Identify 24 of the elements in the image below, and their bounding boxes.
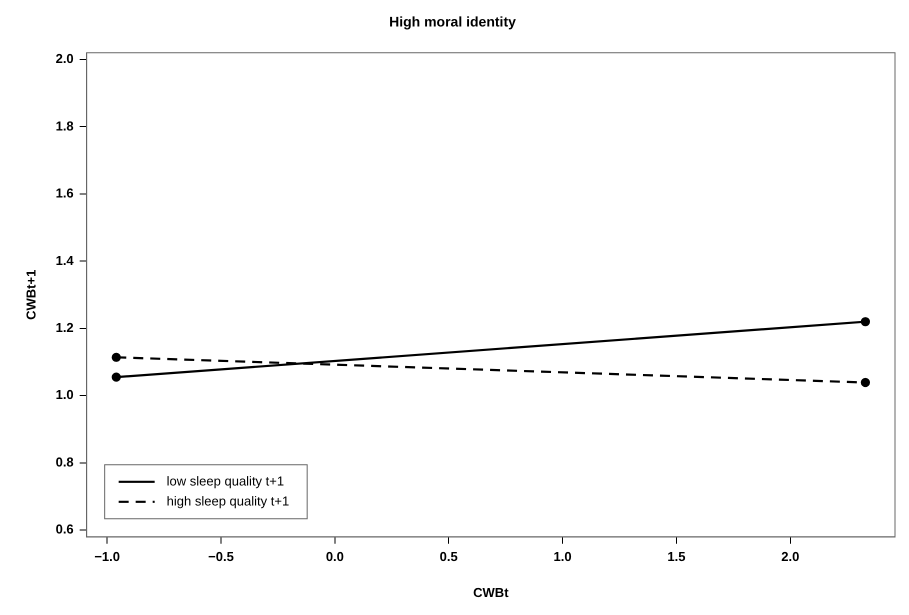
- x-tick-label: 0.0: [326, 549, 344, 564]
- chart-title: High moral identity: [389, 13, 516, 30]
- point: [860, 378, 870, 388]
- point: [112, 372, 121, 382]
- point: [112, 352, 121, 362]
- x-tick-label: −0.5: [208, 549, 234, 564]
- x-axis-title: CWBt: [473, 584, 510, 600]
- legend-label: high sleep quality t+1: [166, 493, 290, 508]
- y-axis-title: CWBt+1: [23, 270, 38, 320]
- y-tick-label: 2.0: [56, 51, 74, 66]
- y-tick-label: 1.6: [56, 186, 74, 201]
- x-tick-label: 2.0: [781, 549, 800, 564]
- y-tick-label: 1.8: [56, 118, 74, 134]
- legend-label: low sleep quality t+1: [166, 473, 284, 488]
- x-tick-label: 0.5: [440, 549, 458, 564]
- y-tick-label: 1.4: [56, 252, 74, 268]
- x-tick-label: 1.5: [667, 549, 686, 564]
- x-tick-label: −1.0: [94, 549, 120, 564]
- y-tick-label: 0.8: [56, 454, 74, 470]
- y-tick-label: 0.6: [56, 522, 74, 537]
- point: [860, 317, 870, 326]
- y-tick-label: 1.2: [56, 320, 74, 335]
- y-tick-label: 1.0: [56, 387, 74, 402]
- x-tick-label: 1.0: [554, 549, 572, 564]
